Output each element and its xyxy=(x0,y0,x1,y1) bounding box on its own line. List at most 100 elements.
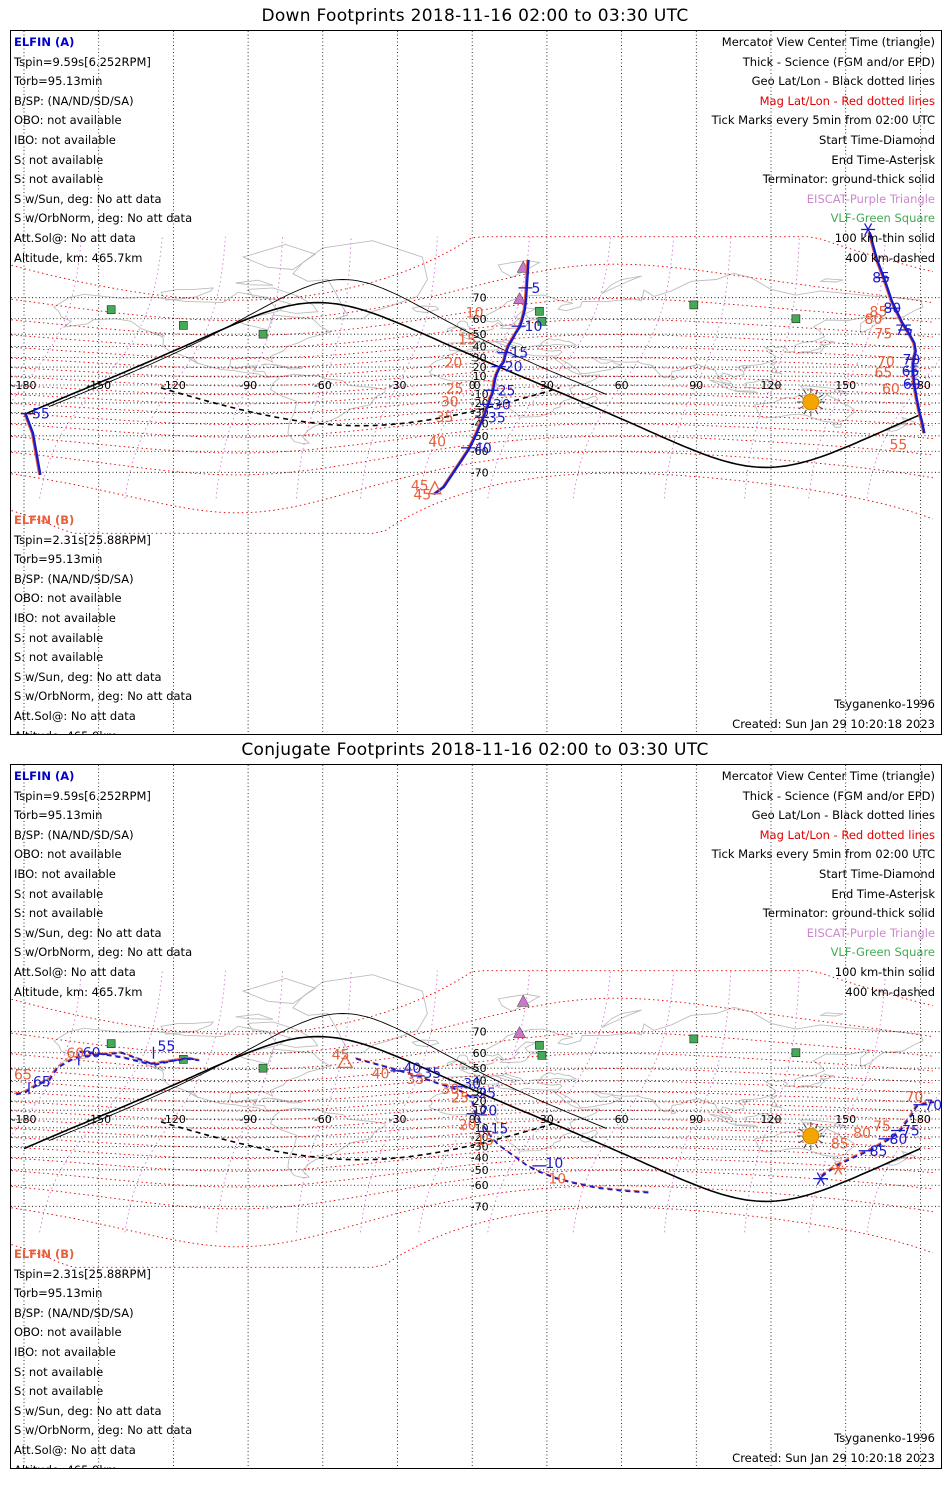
lon-tick-label: -30 xyxy=(389,379,407,392)
elfin-a-tick-label: 40 xyxy=(474,441,492,457)
elfin-a-line: S w/Sun, deg: No att data xyxy=(14,925,162,940)
coastline xyxy=(579,395,599,409)
elfin-a-tick-label: 10 xyxy=(545,1156,563,1172)
lon-tick-label: -90 xyxy=(239,379,257,392)
elfin-b-tick-label: 80 xyxy=(853,1126,871,1142)
lon-tick-label: 90 xyxy=(689,379,703,392)
elfin-a-tick-label: 30 xyxy=(493,397,511,413)
lat-tick-label: -70 xyxy=(471,466,489,479)
coastline xyxy=(579,1129,599,1143)
map-layer xyxy=(11,31,941,734)
lon-tick-label: -120 xyxy=(161,379,186,392)
elfin-b-tick-label: 30 xyxy=(441,1082,459,1098)
legend-item: Tick Marks every 5min from 02:00 UTC xyxy=(711,847,935,862)
elfin-b-line: IBO: not available xyxy=(14,1344,116,1359)
elfin-a-info-conj: ELFIN (A) Tspin=9.59s[6.252RPM] Torb=95.13… xyxy=(14,767,192,1002)
lat-tick-label: 50 xyxy=(473,1062,487,1075)
coastline xyxy=(160,287,215,301)
coastline xyxy=(411,305,440,313)
elfin-b-tick-label: 65 xyxy=(875,366,893,382)
vlf-square xyxy=(537,317,547,326)
elfin-a-tick-label: 15 xyxy=(510,346,528,362)
legend-item: Geo Lat/Lon - Black dotted lines xyxy=(751,808,935,823)
legend-item: Mag Lat/Lon - Red dotted lines xyxy=(759,93,935,108)
elfin-a-tick-label: 70 xyxy=(903,352,921,368)
sun-icon xyxy=(802,393,820,411)
coastline xyxy=(820,1073,835,1080)
coastline xyxy=(900,1150,917,1160)
lat-tick-label: -20 xyxy=(471,1131,489,1144)
legend-conj: Mercator View Center Time (triangle) Thic… xyxy=(712,767,935,1002)
lon-tick-label: -150 xyxy=(86,1113,111,1126)
legend-item: Tick Marks every 5min from 02:00 UTC xyxy=(711,113,935,128)
sun-ray xyxy=(803,1143,807,1149)
mag-lat-line xyxy=(11,357,933,378)
lat-tick-label: 10 xyxy=(473,370,487,383)
elfin-a-line: IBO: not available xyxy=(14,866,116,881)
lat-tick-label: 40 xyxy=(473,1075,487,1088)
lon-tick-label: 120 xyxy=(761,379,782,392)
coastline xyxy=(260,363,288,368)
mag-lat-line xyxy=(11,1118,933,1139)
sun-ray xyxy=(818,406,824,410)
mag-lon-line xyxy=(296,970,352,1233)
vlf-square xyxy=(537,1051,547,1060)
coastline xyxy=(428,1006,924,1152)
elfin-b-line: B/SP: (NA/ND/SD/SA) xyxy=(14,571,134,586)
lon-tick-label: -180 xyxy=(12,1113,37,1126)
elfin-a-tick-label: 55 xyxy=(32,407,50,423)
lat-tick-label: 50 xyxy=(473,328,487,341)
conj-panel-title: Conjugate Footprints 2018-11-16 02:00 to… xyxy=(241,740,709,760)
elfin-b-tick-label: 75 xyxy=(875,326,893,342)
vlf-square xyxy=(258,329,268,339)
elfin-b-tick-label: 25 xyxy=(451,1090,469,1106)
legend-item: Geo Lat/Lon - Black dotted lines xyxy=(751,74,935,89)
mag-lat-line xyxy=(11,263,933,321)
coastline xyxy=(286,1100,303,1104)
elfin-b-tick-label: 15 xyxy=(458,332,476,348)
lat-tick-label: 20 xyxy=(473,361,487,374)
elfin-b-line: Att.Sol@: No att data xyxy=(14,1442,136,1457)
legend-item: 100 km-thin solid xyxy=(834,964,935,979)
vlf-square xyxy=(689,1034,699,1044)
coastline xyxy=(446,1060,458,1067)
vlf-square xyxy=(106,305,116,314)
start-asterisk xyxy=(816,1172,825,1185)
elfin-b-track-west xyxy=(23,413,40,476)
elfin-b-tick-label: 85 xyxy=(870,304,888,320)
elfin-a-tick-label: 65 xyxy=(902,364,920,380)
elfin-b-tick-label: 10 xyxy=(548,1172,566,1188)
elfin-b-line: S: not available xyxy=(14,630,104,645)
sun-ray xyxy=(818,1128,824,1132)
mag-lon-line xyxy=(124,970,226,1233)
coastline xyxy=(292,974,428,1054)
mag-lat-line xyxy=(11,1146,933,1172)
elfin-b-tick-label: 70 xyxy=(877,354,895,370)
elfin-a-line: B/SP: (NA/ND/SD/SA) xyxy=(14,93,134,108)
elfin-b-tick-label: 85 xyxy=(831,1137,849,1153)
mag-lon-line xyxy=(296,236,352,499)
sun-ray xyxy=(814,1123,819,1129)
elfin-b-tick-label: 55 xyxy=(889,438,907,454)
lon-tick-label: 150 xyxy=(835,379,856,392)
lon-tick-label: -180 xyxy=(12,379,37,392)
lat-tick-label: 60 xyxy=(473,1047,487,1060)
elfin-a-line: Altitude, km: 465.7km xyxy=(14,984,143,999)
elfin-a-tick-label: 85 xyxy=(872,271,890,287)
elfin-b-tick-label: 10 xyxy=(466,305,484,321)
sun-ray xyxy=(798,1140,804,1144)
elfin-b-header: ELFIN (B) xyxy=(14,513,75,527)
mag-lat-line xyxy=(11,334,933,359)
coastline xyxy=(799,1119,848,1129)
coastline xyxy=(601,275,642,295)
elfin-a-line: Torb=95.13min xyxy=(14,74,103,89)
coastline xyxy=(734,1124,758,1128)
coastline xyxy=(770,1095,777,1100)
coastline xyxy=(497,993,541,1012)
elfin-a-line: Att.Sol@: No att data xyxy=(14,964,136,979)
coastline xyxy=(235,1013,274,1020)
elfin-b-line: IBO: not available xyxy=(14,610,116,625)
elfin-a-tick-label: 80 xyxy=(883,301,901,317)
elfin-b-line: S: not available xyxy=(14,1384,104,1399)
mag-lat-line xyxy=(11,1100,933,1121)
